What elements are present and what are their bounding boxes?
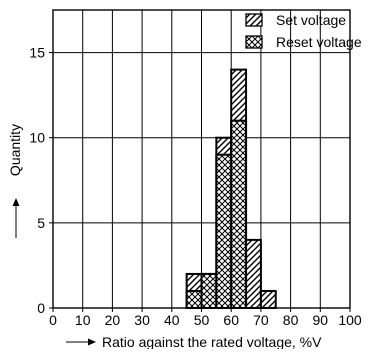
x-tick-label-90: 90 xyxy=(313,312,329,328)
legend-swatch-set-voltage xyxy=(245,13,263,27)
y-tick-label-15: 15 xyxy=(29,45,45,61)
bar-reset-60 xyxy=(230,119,248,309)
bar-set-70 xyxy=(259,289,277,310)
x-tick-label-100: 100 xyxy=(338,312,362,328)
bar-reset-45 xyxy=(185,289,203,310)
axes: 0 10 20 30 40 50 60 70 80 90 100 0 5 10 15 xyxy=(29,9,362,328)
y-tick-label-5: 5 xyxy=(37,215,45,231)
x-tick-label-50: 50 xyxy=(194,312,210,328)
bar-reset-50 xyxy=(200,272,218,310)
x-tick-label-40: 40 xyxy=(164,312,180,328)
bar-reset-55 xyxy=(215,153,233,309)
bars xyxy=(185,68,277,310)
y-tick-label-0: 0 xyxy=(37,300,45,316)
x-axis-label: Ratio against the rated voltage, %V xyxy=(102,334,322,349)
y-axis-label: Quantity xyxy=(7,124,23,176)
x-tick-label-70: 70 xyxy=(253,312,269,328)
x-tick-label-80: 80 xyxy=(283,312,299,328)
x-tick-label-30: 30 xyxy=(134,312,150,328)
x-axis-label-group: Ratio against the rated voltage, %V xyxy=(66,334,322,350)
x-tick-label-20: 20 xyxy=(105,312,121,328)
x-tick-label-0: 0 xyxy=(49,312,57,328)
y-axis-label-group: Quantity xyxy=(7,124,23,238)
legend-label-set-voltage: Set voltage xyxy=(276,12,346,28)
legend-label-reset-voltage: Reset voltage xyxy=(276,34,362,50)
x-tick-label-60: 60 xyxy=(223,312,239,328)
x-tick-label-10: 10 xyxy=(75,312,91,328)
y-axis-arrow-head xyxy=(12,198,20,206)
y-tick-label-10: 10 xyxy=(29,130,45,146)
grid xyxy=(53,10,350,308)
legend: Set voltage Reset voltage xyxy=(245,12,362,50)
bar-set-65 xyxy=(245,238,262,309)
x-axis-arrow-head xyxy=(88,338,96,346)
legend-swatch-reset-voltage xyxy=(245,35,263,49)
